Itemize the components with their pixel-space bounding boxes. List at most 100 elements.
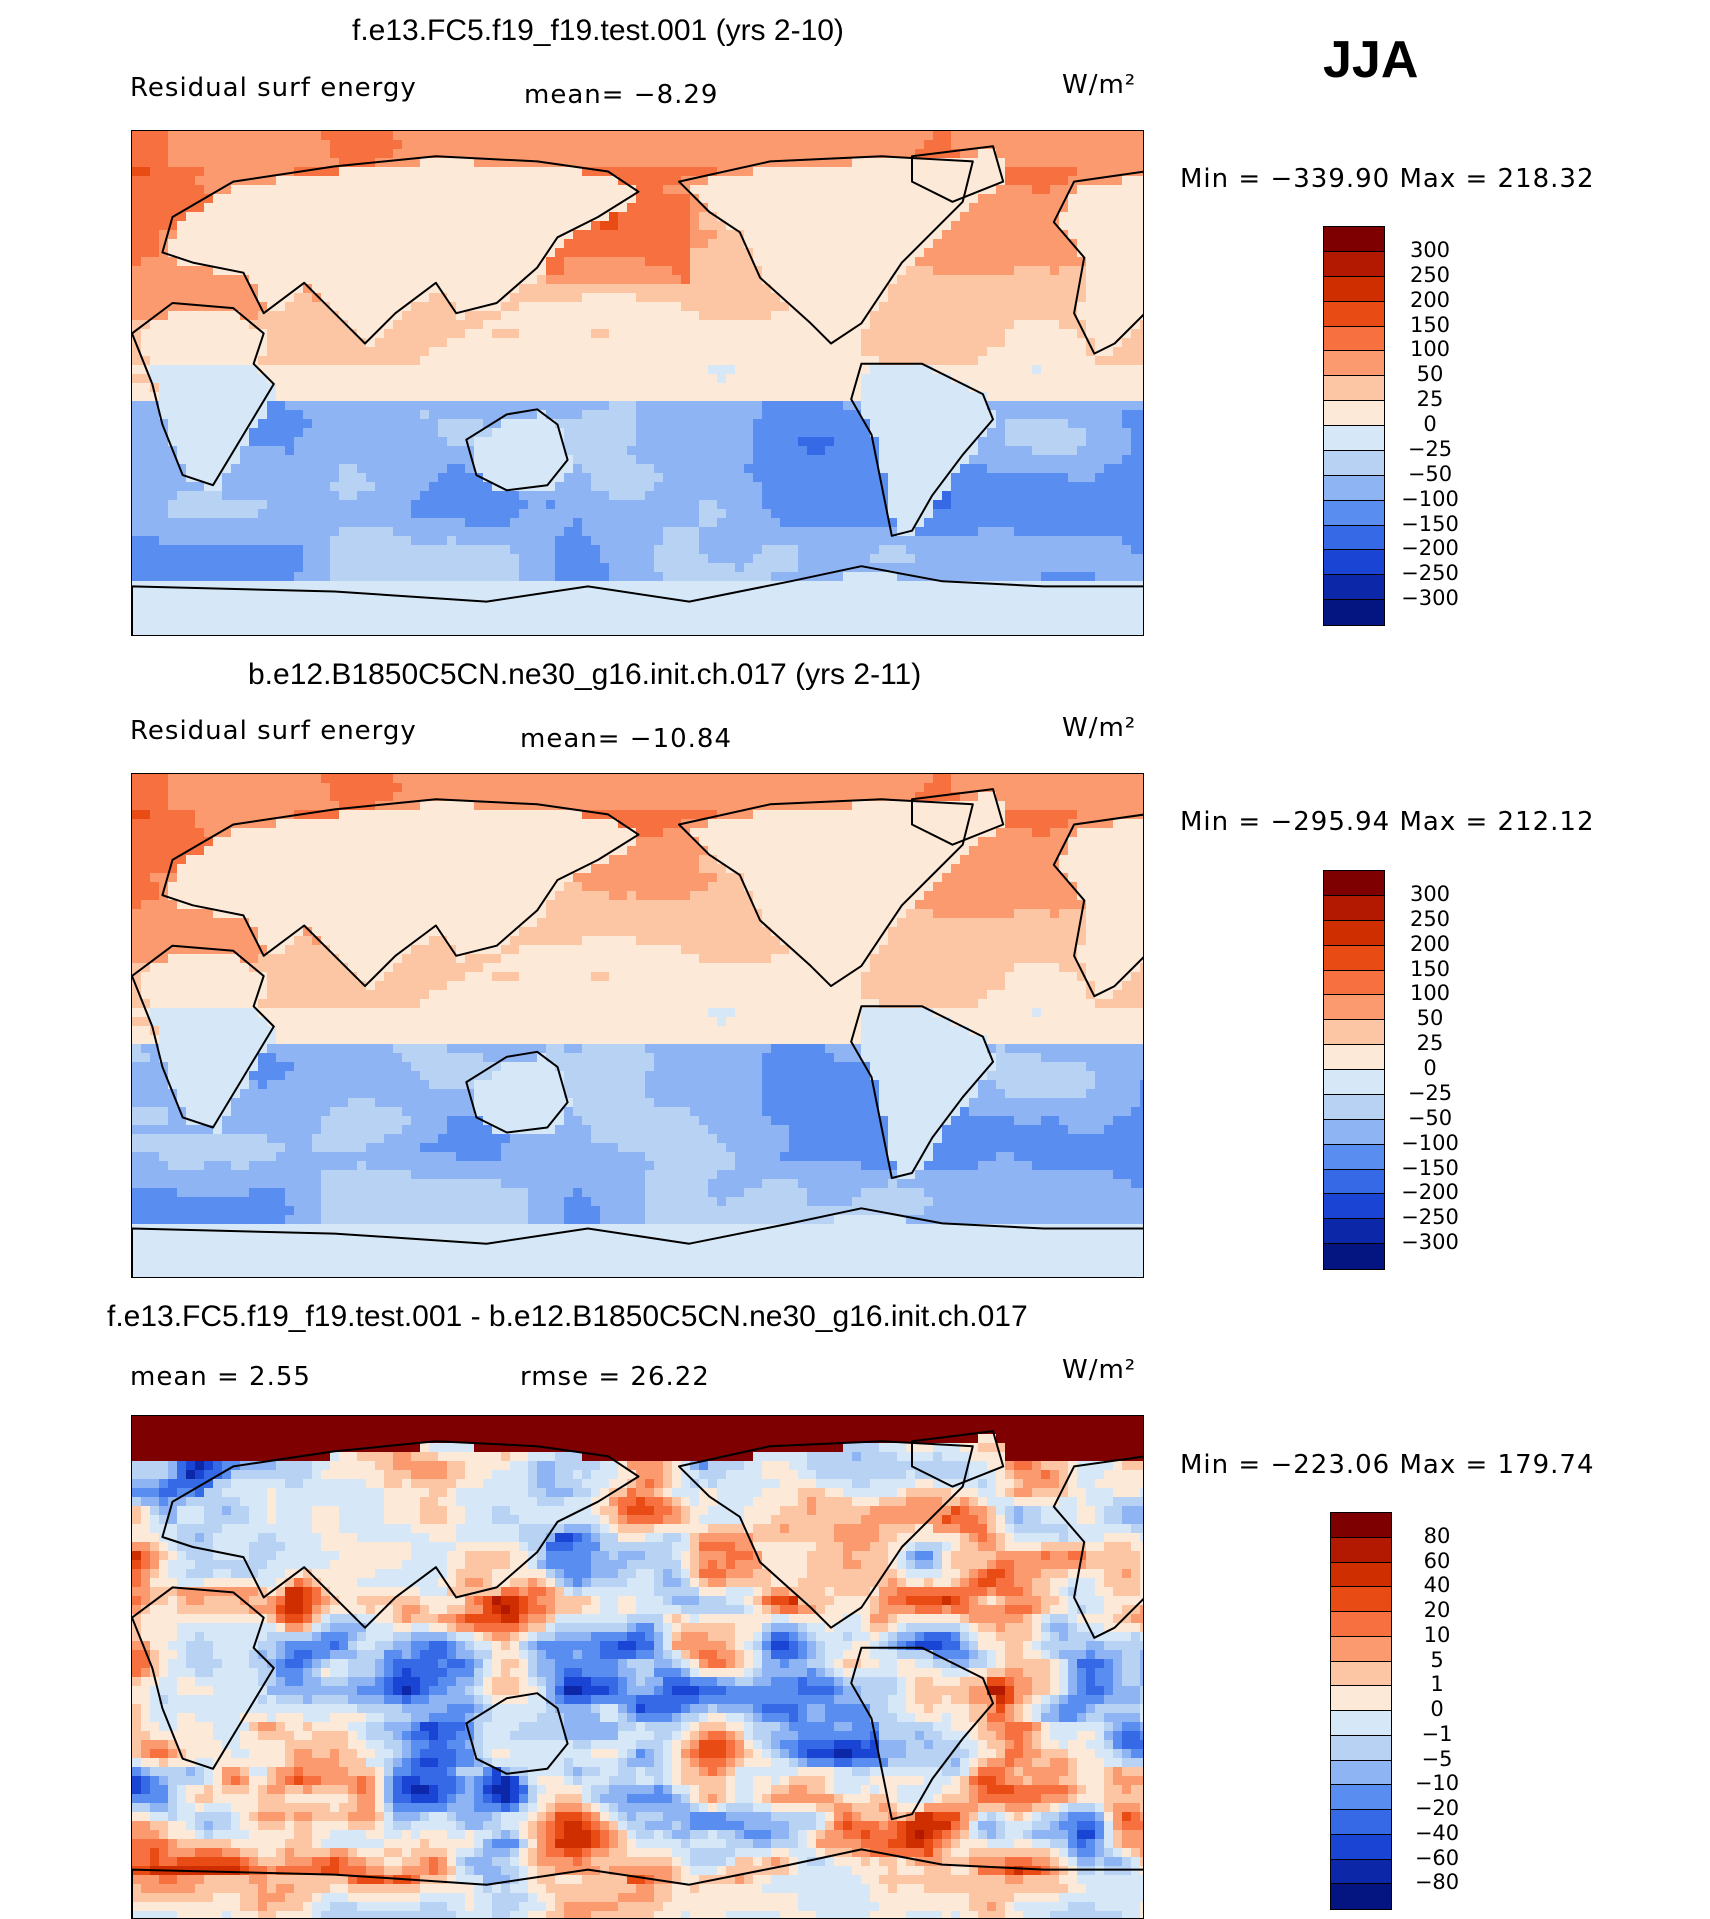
field-contours (132, 131, 1143, 635)
colorbar-swatch (1324, 251, 1384, 277)
colorbar-label: −300 (1401, 586, 1459, 611)
colorbar-swatch (1331, 1711, 1391, 1736)
colorbar-swatch (1324, 1219, 1384, 1245)
colorbar-swatch (1331, 1760, 1391, 1786)
colorbar-swatch (1324, 970, 1384, 996)
colorbar-label: 200 (1409, 287, 1451, 312)
colorbar-label: 60 (1423, 1548, 1451, 1573)
colorbar-swatch (1324, 1169, 1384, 1195)
colorbar-swatch (1324, 1045, 1384, 1070)
colorbar-swatch (1324, 1244, 1384, 1269)
colorbar-swatch (1331, 1612, 1391, 1637)
panel-3-rmse-label: rmse = 26.22 (520, 1362, 710, 1392)
coastline (911, 788, 1005, 846)
coastline (911, 1430, 1005, 1488)
coastline (1052, 1455, 1143, 1639)
coastline (1052, 813, 1143, 998)
colorbar-swatch (1331, 1661, 1391, 1687)
colorbar-label: −1 (1421, 1721, 1453, 1746)
panel-1-units: W/m² (1062, 70, 1137, 100)
panel-1-title: f.e13.FC5.f19_f19.test.001 (yrs 2-10) (352, 14, 844, 47)
colorbar-label: −60 (1414, 1845, 1460, 1870)
colorbar-label: −10 (1414, 1771, 1460, 1796)
colorbar-swatch (1324, 1094, 1384, 1120)
field-contours (132, 774, 1143, 1277)
panel-3-minmax: Min = −223.06 Max = 179.74 (1180, 1450, 1595, 1480)
coastline (465, 408, 569, 492)
panel-3-map (131, 1415, 1144, 1919)
colorbar-label: 50 (1416, 1006, 1444, 1031)
colorbar-swatch (1324, 450, 1384, 476)
colorbar-label: 250 (1409, 906, 1451, 931)
colorbar-label: −200 (1401, 536, 1459, 561)
coastline (465, 1050, 569, 1134)
colorbar-label: −20 (1414, 1796, 1460, 1820)
colorbar-swatch (1331, 1636, 1391, 1662)
colorbar-label: 100 (1409, 337, 1451, 362)
colorbar-swatch (1331, 1884, 1391, 1909)
colorbar-label: 300 (1409, 237, 1451, 262)
colorbar-label: 25 (1416, 387, 1444, 412)
season-label: JJA (1323, 31, 1419, 89)
colorbar-swatch (1331, 1785, 1391, 1810)
colorbar-label: −250 (1401, 561, 1459, 586)
panel-1-variable-label: Residual surf energy (130, 73, 417, 103)
colorbar-swatch (1324, 401, 1384, 426)
colorbar-label: −5 (1421, 1746, 1453, 1771)
colorbar-swatch (1324, 525, 1384, 551)
coastline (132, 302, 275, 487)
coastline (161, 798, 640, 988)
colorbar-label: −25 (1407, 436, 1453, 461)
colorbar-label: −300 (1401, 1230, 1459, 1255)
panel-3-mean-label: mean = 2.55 (130, 1362, 311, 1392)
coastline (850, 1646, 994, 1821)
panel-1-map (131, 130, 1144, 636)
colorbar-label: 1 (1430, 1672, 1444, 1697)
colorbar-label: 100 (1409, 981, 1451, 1006)
panel-3-colorbar (1330, 1512, 1392, 1910)
colorbar-label: −150 (1401, 511, 1459, 536)
colorbar-label: −50 (1407, 1105, 1453, 1130)
colorbar-swatch (1331, 1834, 1391, 1860)
coastline (465, 1692, 569, 1775)
coastline (132, 1848, 1143, 1918)
coastline (850, 1005, 994, 1179)
colorbar-label: 250 (1409, 262, 1451, 287)
panel-2-mean-label: mean= −10.84 (520, 724, 733, 754)
colorbar-swatch (1324, 227, 1384, 252)
colorbar-swatch (1324, 301, 1384, 327)
panel-1-colorbar (1323, 226, 1385, 626)
panel-2-title: b.e12.B1850C5CN.ne30_g16.init.ch.017 (yr… (248, 658, 922, 691)
colorbar-label: −100 (1401, 486, 1459, 511)
coastline (132, 565, 1143, 635)
colorbar-label: 20 (1423, 1598, 1451, 1622)
colorbar-swatch (1324, 945, 1384, 971)
panel-1-minmax: Min = −339.90 Max = 218.32 (1180, 164, 1595, 194)
colorbar-swatch (1324, 1144, 1384, 1170)
panel-3-title: f.e13.FC5.f19_f19.test.001 - b.e12.B1850… (107, 1300, 1028, 1333)
coastline (1052, 170, 1143, 355)
field-contours (132, 1416, 1143, 1918)
coastline (161, 1440, 640, 1629)
panel-2-variable-label: Residual surf energy (130, 716, 417, 746)
colorbar-swatch (1324, 376, 1384, 402)
colorbar-label: 150 (1409, 956, 1451, 981)
colorbar-label: 50 (1416, 362, 1444, 387)
colorbar-swatch (1324, 475, 1384, 501)
colorbar-label: 0 (1423, 412, 1437, 436)
colorbar-label: −200 (1401, 1180, 1459, 1205)
colorbar-label: −40 (1414, 1820, 1460, 1845)
colorbar-swatch (1331, 1562, 1391, 1588)
colorbar-label: 40 (1423, 1573, 1451, 1598)
colorbar-label: 0 (1430, 1697, 1444, 1721)
coastline (132, 1207, 1143, 1277)
colorbar-swatch (1331, 1513, 1391, 1538)
colorbar-swatch (1331, 1686, 1391, 1711)
panel-2-colorbar (1323, 870, 1385, 1270)
colorbar-label: −100 (1401, 1130, 1459, 1155)
colorbar-swatch (1324, 500, 1384, 526)
panel-1-mean-label: mean= −8.29 (524, 80, 719, 110)
colorbar-label: −250 (1401, 1205, 1459, 1230)
colorbar-swatch (1324, 920, 1384, 946)
colorbar-swatch (1331, 1859, 1391, 1885)
